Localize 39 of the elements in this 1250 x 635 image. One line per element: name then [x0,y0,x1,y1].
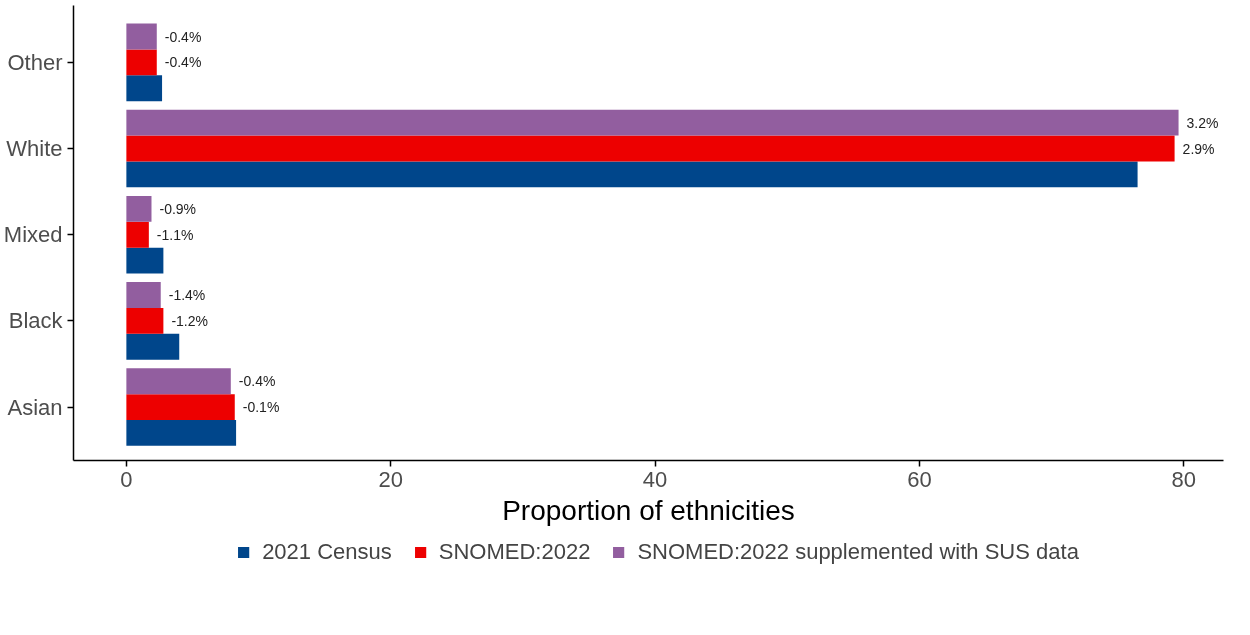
y-tick-label: Other [7,49,63,75]
annotation: 2.9% [1182,140,1215,157]
bar [126,23,157,50]
bar [126,368,231,395]
bar [126,420,237,446]
legend-label: SNOMED:2022 supplemented with SUS data [637,539,1079,565]
bar [126,394,235,420]
bar [126,282,161,308]
x-tick-label: 0 [120,466,133,492]
bar [126,49,157,76]
bar [126,221,149,248]
y-tick-label: White [6,136,63,162]
x-tick-label: 60 [907,466,932,492]
bar [126,333,180,360]
x-tick-label: 20 [378,466,403,492]
bar [126,161,1138,188]
bar [126,247,164,274]
annotation: -0.1% [242,399,280,416]
y-tick-label: Black [8,308,64,334]
annotation: -0.4% [164,28,202,45]
annotation: -0.9% [159,200,197,217]
bar [126,109,1179,136]
annotation: 3.2% [1186,114,1219,131]
x-tick-label: 80 [1171,466,1197,492]
annotation: -0.4% [238,373,276,390]
y-tick-label: Asian [7,394,63,420]
annotation: -0.4% [164,54,202,71]
annotation: -1.4% [168,287,206,304]
bar [126,135,1175,162]
bar [126,195,152,222]
legend-label: 2021 Census [262,539,392,565]
annotation: -1.2% [171,312,208,329]
annotation: -1.1% [156,226,194,243]
bar [126,307,164,334]
x-axis-title: Proportion of ethnicities [502,494,795,526]
y-tick-label: Mixed [3,222,63,248]
x-tick-label: 40 [642,466,668,492]
legend-label: SNOMED:2022 [438,539,591,565]
bar [126,75,163,102]
